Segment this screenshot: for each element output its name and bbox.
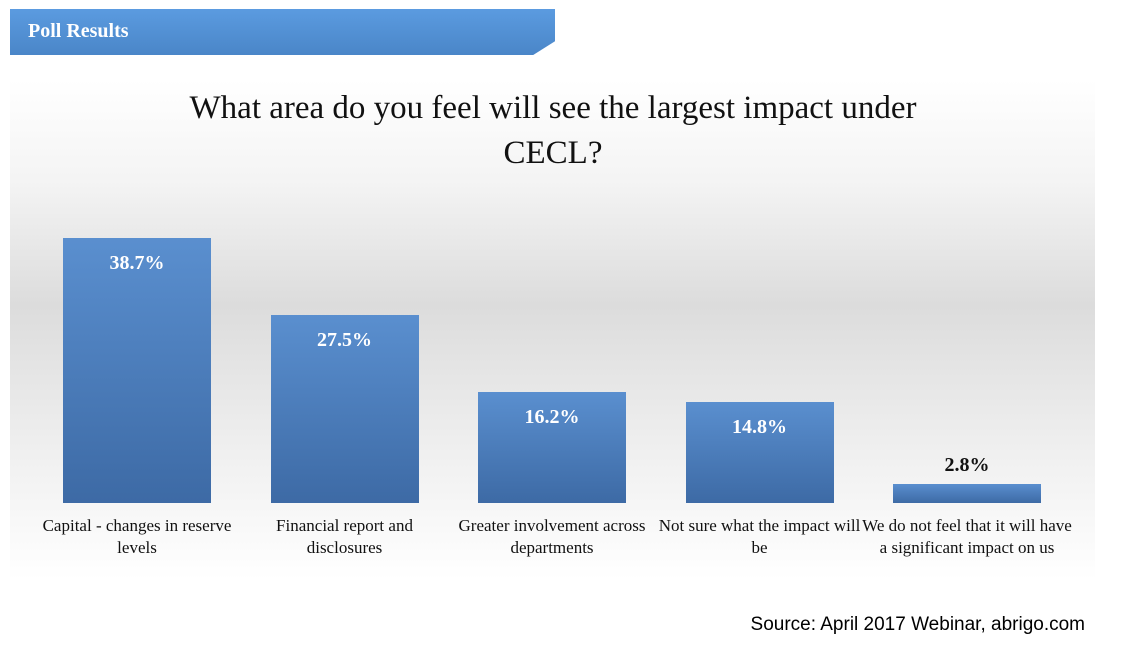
chart-title: What area do you feel will see the large… [189, 90, 917, 171]
value-label: 16.2% [524, 406, 580, 429]
x-tick-label: Financial report and disclosures [276, 516, 413, 557]
value-label: 38.7% [109, 252, 165, 274]
banner-title: Poll Results [28, 20, 129, 42]
x-tick-label: Greater involvement across departments [458, 516, 646, 557]
value-label: 14.8% [732, 415, 787, 438]
value-label: 2.8% [944, 453, 990, 476]
bar [270, 314, 419, 503]
x-tick-label: Capital - changes in reserve levels [42, 516, 232, 557]
source: Source: April 2017 Webinar, abrigo.com [750, 614, 1085, 635]
x-tick-label: Not sure what the impact will be [658, 516, 861, 557]
value-label: 27.5% [317, 328, 372, 351]
bar [685, 401, 834, 503]
x-tick-label: We do not feel that it will have a signi… [862, 516, 1072, 557]
bar [63, 238, 211, 503]
bar [478, 392, 626, 503]
bar [893, 483, 1041, 503]
banner: Poll Results [10, 9, 555, 55]
